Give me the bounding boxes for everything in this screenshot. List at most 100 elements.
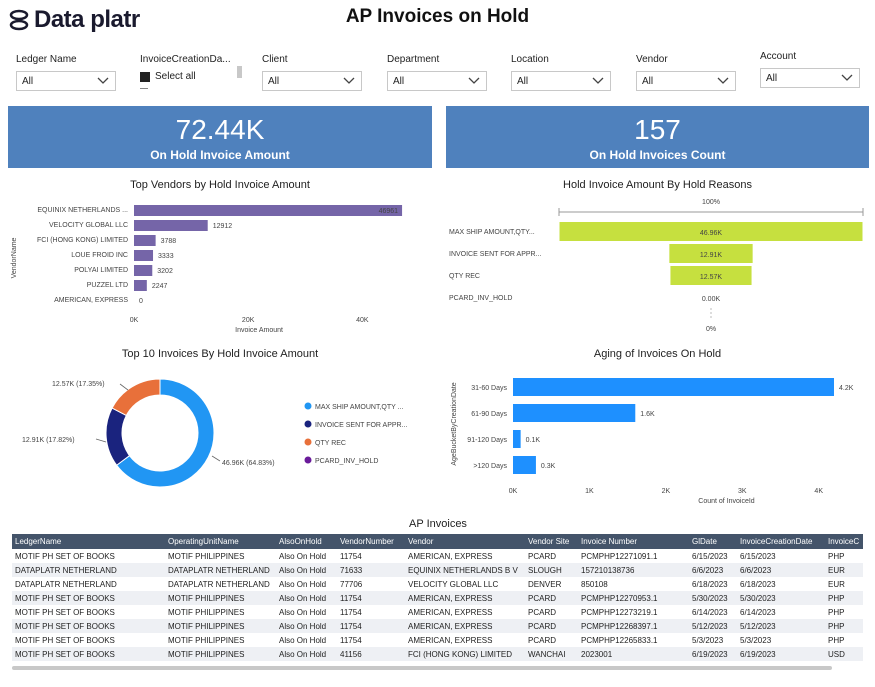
vendor-label: FCI (HONG KONG) LIMITED — [37, 237, 128, 244]
filter-select[interactable]: All — [760, 68, 860, 88]
filter-select[interactable]: All — [16, 71, 116, 91]
filter-invoice-creation-date[interactable]: InvoiceCreationDa... Select all — [140, 54, 244, 89]
reason-label: PCARD_INV_HOLD — [449, 295, 512, 302]
table-cell: PHP — [828, 551, 845, 561]
table-cell: 11754 — [337, 591, 405, 605]
filter-value: All — [766, 73, 778, 84]
table-cell: PHP — [825, 619, 863, 633]
funnel-bar — [669, 244, 753, 263]
column-header[interactable]: AlsoOnHold — [276, 534, 337, 549]
chevron-down-icon — [841, 74, 853, 81]
table-row[interactable]: MOTIF PH SET OF BOOKS MOTIF PHILIPPINES Al… — [12, 647, 863, 661]
filter-value: All — [517, 76, 529, 87]
data-label: 3788 — [161, 238, 177, 245]
data-label: 3333 — [158, 253, 174, 260]
scrollbar[interactable] — [237, 66, 242, 78]
table-cell: Also On Hold — [279, 579, 327, 589]
legend-marker — [304, 402, 312, 410]
x-axis-label: Count of InvoiceId — [698, 498, 755, 505]
table-row[interactable]: MOTIF PH SET OF BOOKS MOTIF PHILIPPINES Al… — [12, 591, 863, 605]
table-cell: MOTIF PH SET OF BOOKS — [12, 647, 165, 661]
table-cell: 6/14/2023 — [692, 607, 728, 617]
leader-line — [95, 438, 107, 443]
vendor-label: LOUE FROID INC — [71, 252, 128, 259]
table-cell: EQUINIX NETHERLANDS B V — [405, 563, 525, 577]
aging-bar — [513, 378, 834, 396]
table-cell: EUR — [828, 579, 845, 589]
filter-vendor[interactable]: Vendor All — [636, 54, 736, 91]
table-row[interactable]: DATAPLATR NETHERLAND DATAPLATR NETHERLAND… — [12, 563, 863, 577]
table-cell: 5/30/2023 — [689, 591, 737, 605]
funnel-bar — [559, 222, 863, 241]
column-header[interactable]: VendorNumber — [337, 534, 405, 549]
table-cell: PCARD — [528, 551, 557, 561]
table-cell: 5/3/2023 — [692, 635, 724, 645]
vendor-label: VELOCITY GLOBAL LLC — [49, 222, 128, 229]
table-cell: Also On Hold — [279, 551, 327, 561]
filter-select[interactable]: All — [262, 71, 362, 91]
table-cell: USD — [825, 647, 863, 661]
vendor-bar — [134, 280, 147, 291]
vendor-bar — [134, 220, 208, 231]
filter-select[interactable]: All — [387, 71, 487, 91]
table-cell: AMERICAN, EXPRESS — [408, 551, 493, 561]
table-cell: MOTIF PHILIPPINES — [168, 551, 245, 561]
horizontal-scrollbar[interactable] — [12, 666, 832, 670]
table-row[interactable]: MOTIF PH SET OF BOOKS MOTIF PHILIPPINES Al… — [12, 633, 863, 647]
table-row[interactable]: MOTIF PH SET OF BOOKS MOTIF PHILIPPINES Al… — [12, 619, 863, 633]
column-header[interactable]: InvoiceC — [825, 534, 863, 549]
table-cell: Also On Hold — [276, 591, 337, 605]
chart-title-aging: Aging of Invoices On Hold — [593, 348, 722, 360]
table-cell: Also On Hold — [276, 647, 337, 661]
table-cell: MOTIF PH SET OF BOOKS — [12, 591, 165, 605]
filter-account[interactable]: Account All — [760, 51, 860, 88]
chevron-down-icon — [97, 77, 109, 84]
column-header[interactable]: Invoice Number — [578, 534, 689, 549]
table-cell: PHP — [828, 607, 845, 617]
column-header[interactable]: LedgerName — [12, 534, 165, 549]
kpi-label: On Hold Invoices Count — [589, 148, 726, 162]
table-cell: MOTIF PHILIPPINES — [168, 635, 245, 645]
filter-department[interactable]: Department All — [387, 54, 487, 91]
table-cell: DATAPLATR NETHERLAND — [165, 563, 276, 577]
x-axis-label: Invoice Amount — [235, 327, 283, 334]
divider — [140, 88, 148, 89]
table-row[interactable]: MOTIF PH SET OF BOOKS MOTIF PHILIPPINES Al… — [12, 549, 863, 563]
data-label: 2247 — [152, 283, 168, 290]
column-header[interactable]: Vendor — [405, 534, 525, 549]
logo: Data platr — [8, 6, 140, 34]
table-cell: WANCHAI — [525, 647, 578, 661]
table-cell: Also On Hold — [276, 563, 337, 577]
x-tick-label: 20K — [242, 317, 255, 324]
table-row[interactable]: MOTIF PH SET OF BOOKS MOTIF PHILIPPINES Al… — [12, 605, 863, 619]
data-label: 0.00K — [702, 296, 721, 303]
table-cell: 77706 — [340, 579, 363, 589]
vendor-bar — [134, 235, 156, 246]
data-label: 46.96K — [700, 230, 723, 237]
x-tick-label: 4K — [814, 488, 823, 495]
select-all-option[interactable]: Select all — [140, 71, 244, 82]
table-cell: 6/15/2023 — [740, 551, 776, 561]
table-cell: DENVER — [528, 579, 562, 589]
table-cell: 6/14/2023 — [740, 607, 776, 617]
filter-location[interactable]: Location All — [511, 54, 611, 91]
table-cell: 11754 — [337, 619, 405, 633]
column-header[interactable]: Vendor Site — [525, 534, 578, 549]
column-header[interactable]: InvoiceCreationDate — [737, 534, 825, 549]
chevron-down-icon — [468, 77, 480, 84]
filter-select[interactable]: All — [511, 71, 611, 91]
table-row[interactable]: DATAPLATR NETHERLAND DATAPLATR NETHERLAND… — [12, 577, 863, 591]
age-bucket-label: 61-90 Days — [471, 411, 507, 418]
checkbox-icon[interactable] — [140, 71, 150, 82]
age-bucket-label: 31-60 Days — [471, 385, 507, 392]
table-cell: MOTIF PH SET OF BOOKS — [12, 619, 165, 633]
column-header[interactable]: OperatingUnitName — [165, 534, 276, 549]
filter-ledger-name[interactable]: Ledger Name All — [16, 54, 116, 91]
column-header[interactable]: GlDate — [689, 534, 737, 549]
filter-client[interactable]: Client All — [262, 54, 362, 91]
table-cell: Also On Hold — [279, 607, 327, 617]
table-cell: MOTIF PHILIPPINES — [165, 619, 276, 633]
filter-value: All — [642, 76, 654, 87]
filter-select[interactable]: All — [636, 71, 736, 91]
table-cell: 71633 — [337, 563, 405, 577]
